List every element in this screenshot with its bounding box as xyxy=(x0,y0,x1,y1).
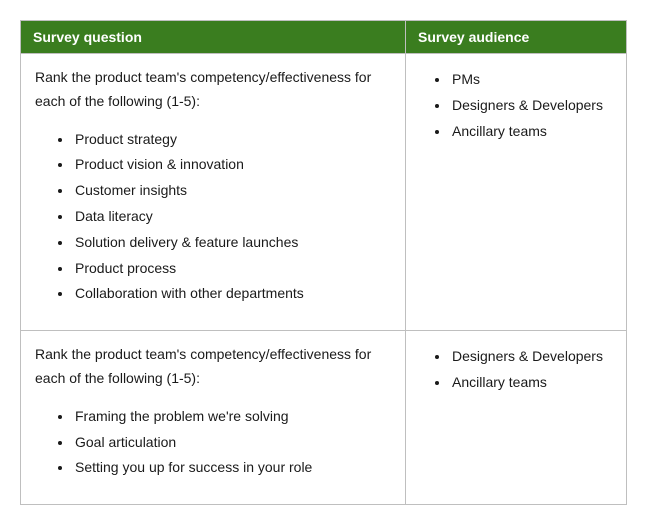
audience-item: Ancillary teams xyxy=(450,120,612,144)
cell-audience: Designers & Developers Ancillary teams xyxy=(406,331,627,505)
cell-question: Rank the product team's competency/effec… xyxy=(21,54,406,331)
cell-question: Rank the product team's competency/effec… xyxy=(21,331,406,505)
col-header-audience: Survey audience xyxy=(406,21,627,54)
audience-list: PMs Designers & Developers Ancillary tea… xyxy=(420,68,612,143)
table-header-row: Survey question Survey audience xyxy=(21,21,627,54)
audience-item: Designers & Developers xyxy=(450,345,612,369)
question-item-list: Framing the problem we're solving Goal a… xyxy=(35,405,391,480)
audience-item: Designers & Developers xyxy=(450,94,612,118)
question-item: Product strategy xyxy=(73,128,391,152)
question-item: Collaboration with other departments xyxy=(73,282,391,306)
cell-audience: PMs Designers & Developers Ancillary tea… xyxy=(406,54,627,331)
audience-item: Ancillary teams xyxy=(450,371,612,395)
table-row: Rank the product team's competency/effec… xyxy=(21,54,627,331)
col-header-question: Survey question xyxy=(21,21,406,54)
question-item-list: Product strategy Product vision & innova… xyxy=(35,128,391,307)
survey-table: Survey question Survey audience Rank the… xyxy=(20,20,627,505)
question-item: Framing the problem we're solving xyxy=(73,405,391,429)
audience-item: PMs xyxy=(450,68,612,92)
question-lead: Rank the product team's competency/effec… xyxy=(35,66,391,114)
question-item: Data literacy xyxy=(73,205,391,229)
question-item: Customer insights xyxy=(73,179,391,203)
question-item: Solution delivery & feature launches xyxy=(73,231,391,255)
audience-list: Designers & Developers Ancillary teams xyxy=(420,345,612,395)
table-row: Rank the product team's competency/effec… xyxy=(21,331,627,505)
question-item: Product process xyxy=(73,257,391,281)
question-item: Setting you up for success in your role xyxy=(73,456,391,480)
question-lead: Rank the product team's competency/effec… xyxy=(35,343,391,391)
question-item: Product vision & innovation xyxy=(73,153,391,177)
question-item: Goal articulation xyxy=(73,431,391,455)
